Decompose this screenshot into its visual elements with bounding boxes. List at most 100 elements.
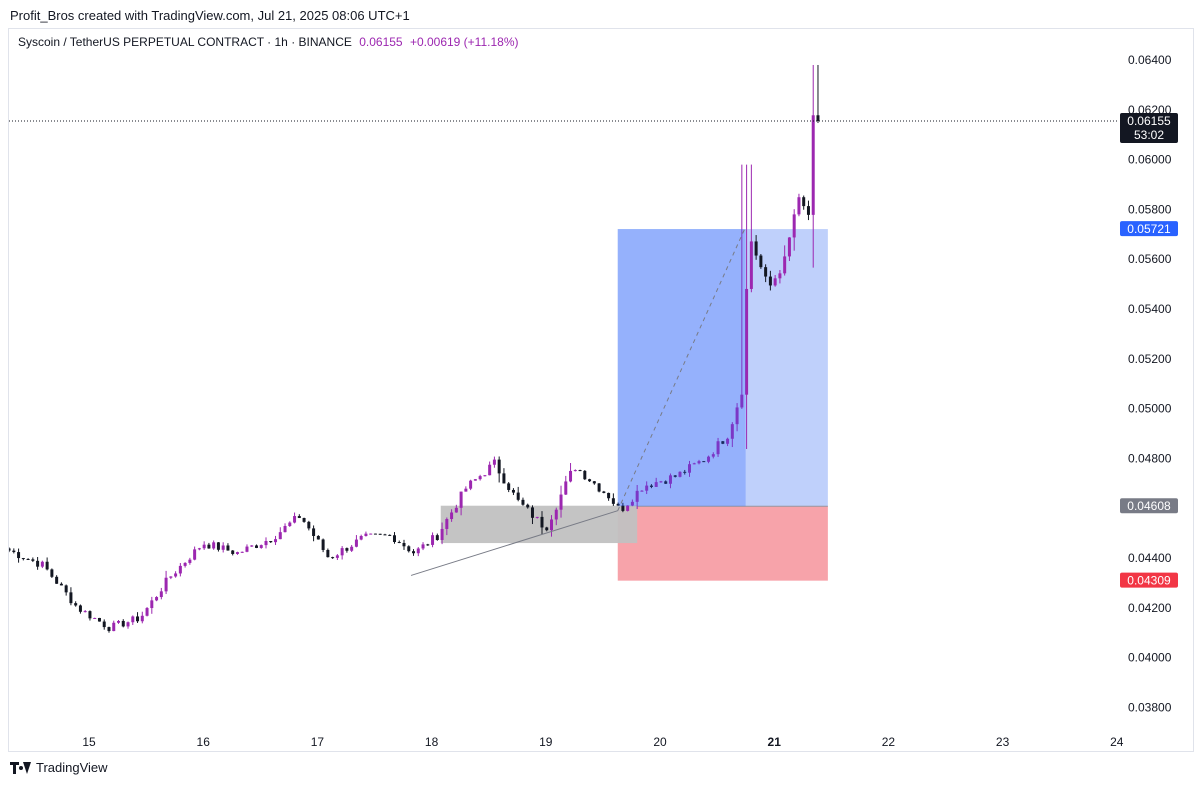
candle-body [221, 545, 225, 550]
candle-body [497, 459, 501, 474]
candle-body [388, 534, 392, 536]
candle-body [569, 470, 573, 482]
candle-body [164, 577, 168, 592]
candle-body [664, 481, 668, 484]
y-tick-label: 0.05000 [1128, 402, 1172, 416]
candle-body [245, 546, 249, 552]
candle-body [93, 617, 97, 619]
candle-body [511, 489, 515, 493]
candle-body [293, 516, 297, 523]
y-tick-label: 0.05800 [1128, 202, 1172, 216]
candle-body [17, 552, 21, 559]
candle-body [26, 559, 30, 561]
candle-body [459, 491, 463, 508]
candle-body [88, 611, 92, 619]
candle-body [535, 516, 539, 518]
candle-body [611, 498, 615, 504]
y-tick-label: 0.05400 [1128, 302, 1172, 316]
candle-body [588, 479, 592, 482]
y-tick-label: 0.05200 [1128, 352, 1172, 366]
candle-body [369, 533, 373, 535]
candle-body [235, 552, 239, 554]
stop-zone [617, 506, 828, 581]
candle-body [464, 488, 468, 492]
candle-body [254, 545, 258, 548]
target-price-badge-bg [1120, 221, 1178, 237]
candle-body [621, 505, 625, 511]
candle-body [450, 512, 454, 520]
candle-body [554, 509, 558, 520]
candle-body [316, 535, 320, 540]
candle-body [783, 256, 787, 274]
candle-body [469, 480, 473, 489]
stop-price-badge-bg [1120, 572, 1178, 588]
x-tick-label: 19 [539, 735, 553, 749]
candle-body [802, 197, 806, 207]
target-price-badge-label: 0.05721 [1127, 222, 1171, 236]
x-tick-label: 24 [1110, 735, 1124, 749]
target-zone [617, 229, 828, 507]
last-price-badge-label: 0.06155 [1127, 114, 1171, 128]
candle-body [78, 605, 82, 612]
candle-body [102, 621, 106, 628]
candle-body [540, 516, 544, 528]
candle-body [754, 241, 758, 256]
candle-body [745, 288, 749, 395]
candle-body [193, 549, 197, 560]
candle-body [778, 273, 782, 279]
last-price-value: 0.06155 [359, 35, 403, 49]
candle-body [373, 533, 377, 535]
candle-body [9, 548, 11, 551]
candle-body [207, 544, 211, 549]
candle-body [21, 558, 25, 560]
candle-body [445, 519, 449, 529]
candle-body [797, 197, 801, 215]
candle-body [412, 551, 416, 554]
candle-body [578, 470, 582, 472]
candle-body [683, 471, 687, 473]
candle-body [530, 507, 534, 518]
candle-body [583, 470, 587, 480]
x-tick-label: 21 [768, 735, 782, 749]
candle-body [178, 565, 182, 574]
symbol-title: Syscoin / TetherUS PERPETUAL CONTRACT · … [18, 35, 352, 49]
candle-body [12, 550, 16, 553]
candle-body [155, 597, 159, 601]
candle-body [74, 603, 78, 606]
candle-body [307, 521, 311, 529]
candle-body [645, 485, 649, 491]
candle-body [335, 555, 339, 558]
candle-body [502, 473, 506, 484]
candle-body [454, 507, 458, 513]
candle-body [816, 115, 820, 122]
candle-body [345, 548, 349, 551]
candle-body [630, 501, 634, 506]
candle-body [740, 394, 744, 408]
candle-body [616, 503, 620, 506]
candle-body [402, 542, 406, 547]
candle-body [145, 608, 149, 616]
candle-body [640, 490, 644, 492]
candle-body [421, 544, 425, 549]
candle-body [654, 482, 658, 487]
candle-body [31, 559, 35, 561]
candle-body [526, 504, 530, 508]
candle-body [764, 267, 768, 277]
candle-body [659, 481, 663, 483]
candle-body [216, 542, 220, 550]
symbol-legend[interactable]: Syscoin / TetherUS PERPETUAL CONTRACT · … [18, 35, 518, 49]
last-price-badge-bg [1120, 113, 1178, 144]
candle-body [269, 541, 273, 543]
candle-body [174, 573, 178, 577]
candle-body [226, 545, 230, 551]
candle-body [711, 454, 715, 457]
candle-body [492, 459, 496, 465]
candle-body [678, 471, 682, 477]
candle-body [326, 549, 330, 558]
candle-body [626, 505, 630, 511]
candle-body [312, 528, 316, 536]
candle-body [169, 576, 173, 578]
candle-body [250, 545, 254, 547]
x-tick-label: 16 [197, 735, 211, 749]
